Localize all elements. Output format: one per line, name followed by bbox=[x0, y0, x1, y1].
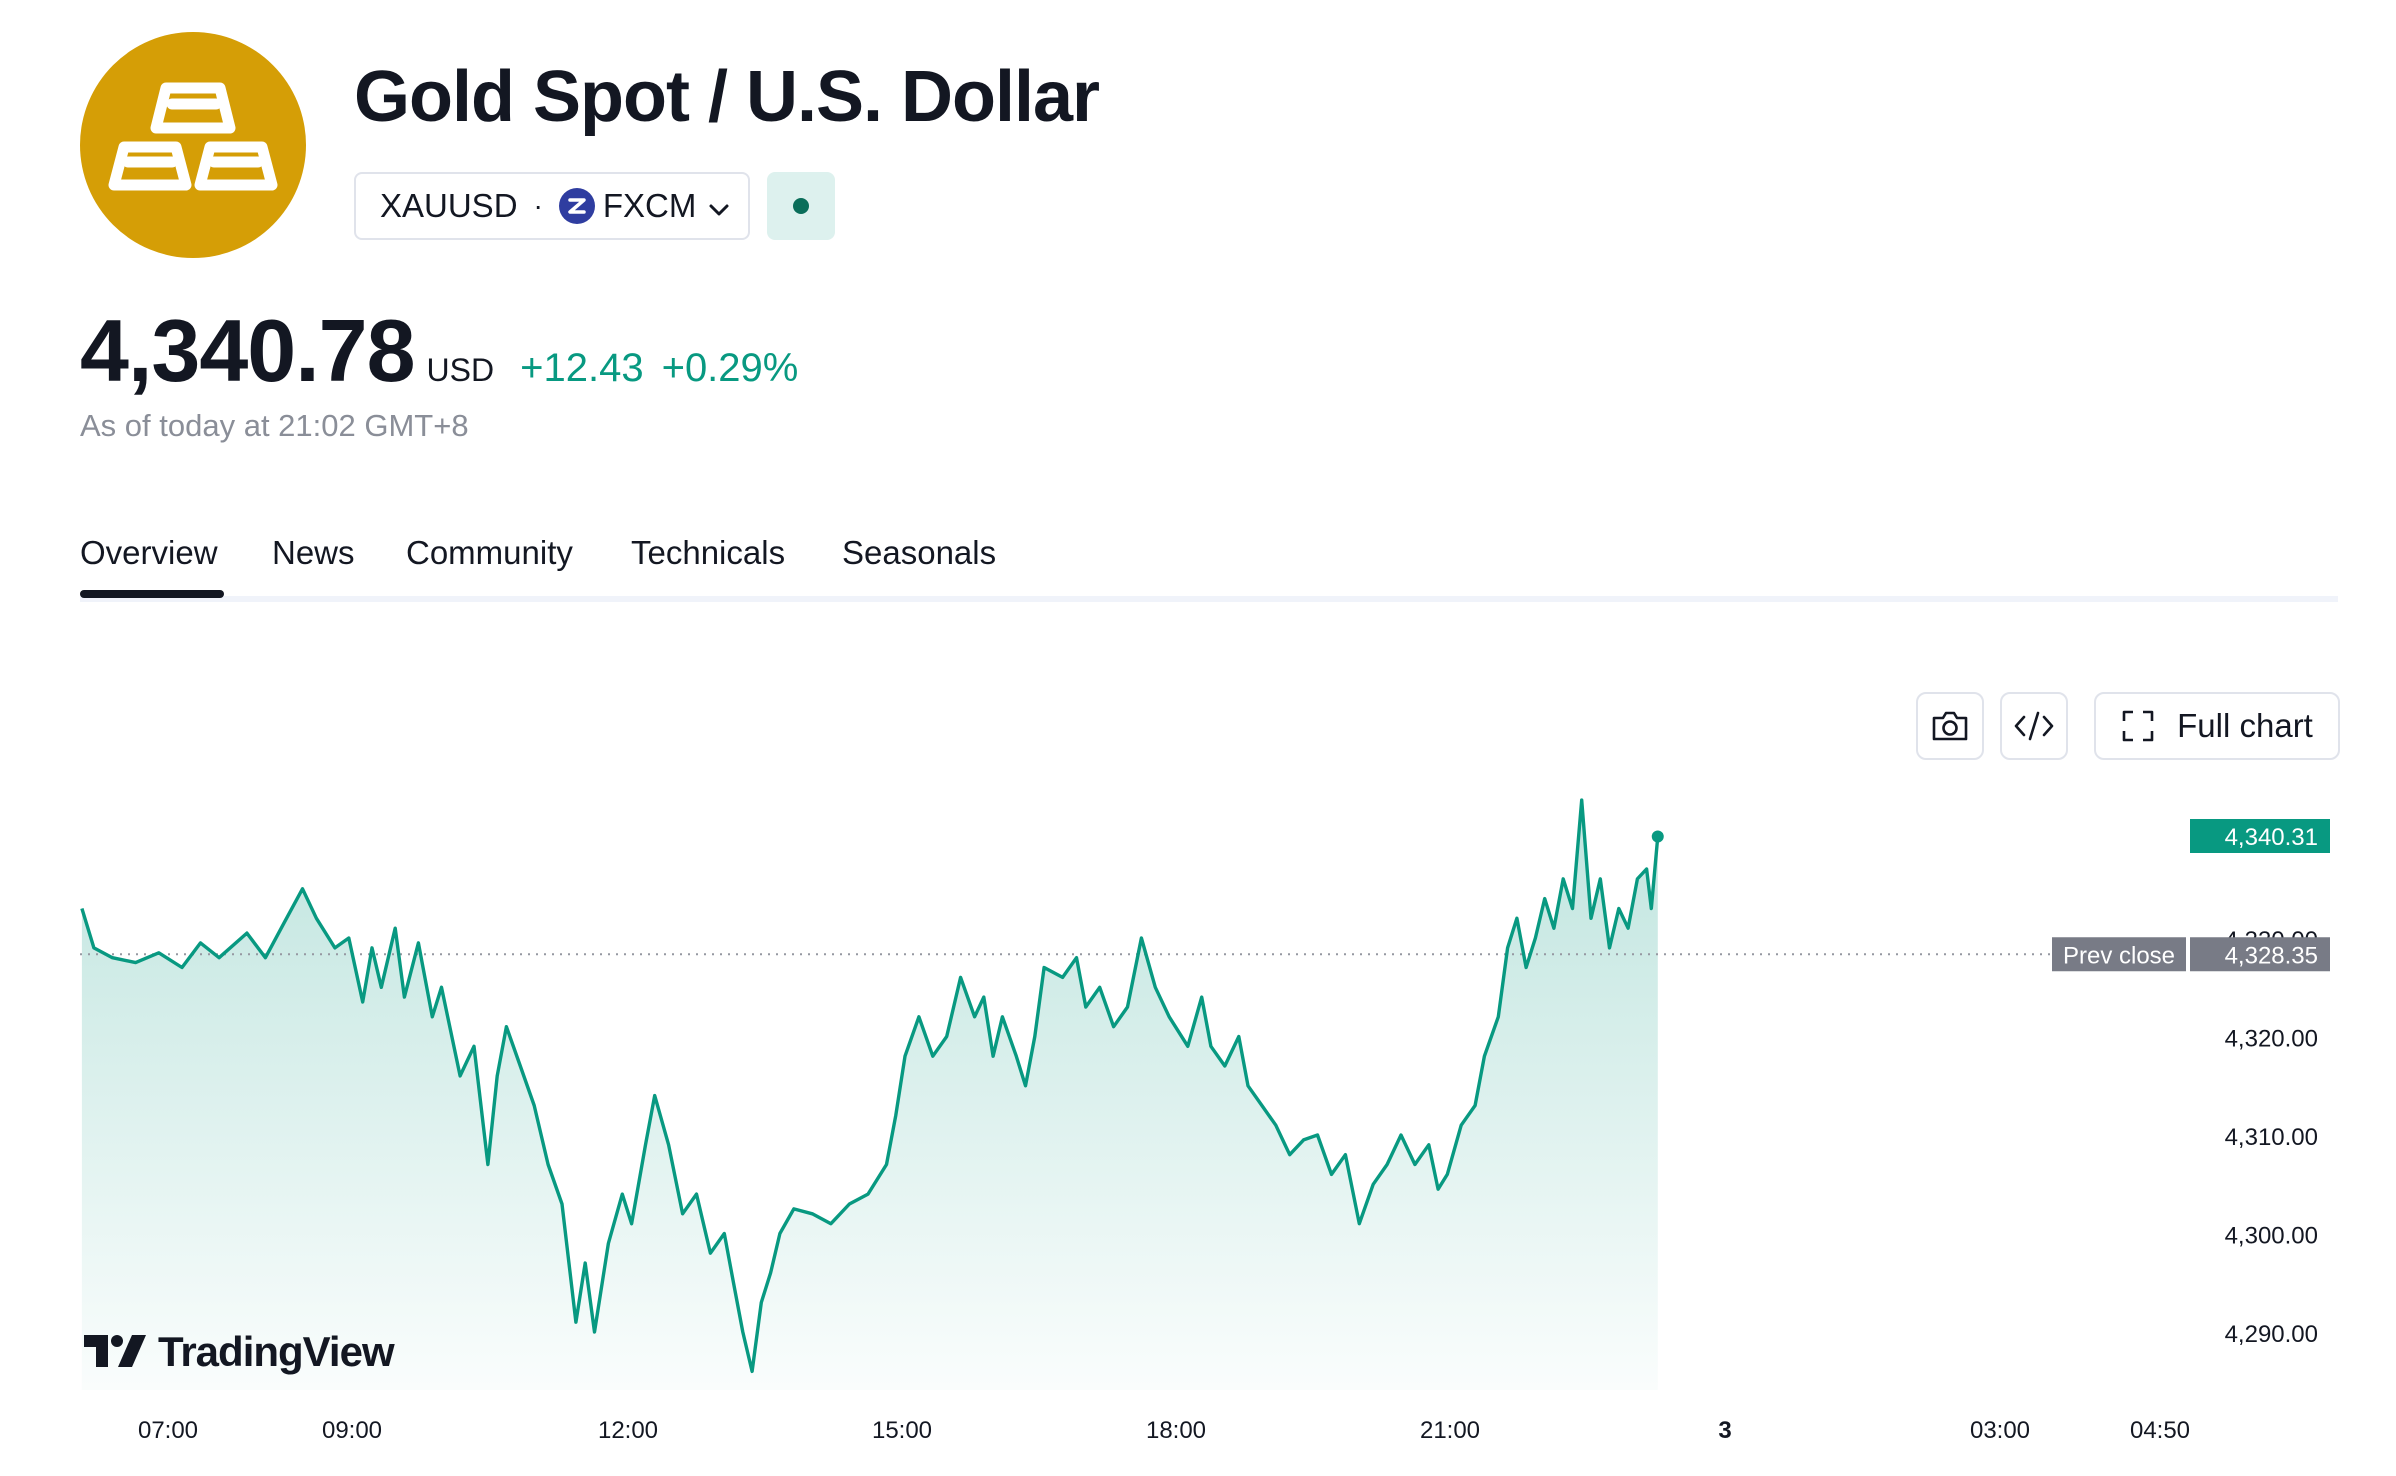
fullscreen-icon bbox=[2122, 710, 2154, 742]
tradingview-icon bbox=[84, 1335, 146, 1367]
full-chart-label: Full chart bbox=[2177, 707, 2313, 744]
tab-community[interactable]: Community bbox=[406, 534, 573, 571]
embed-button[interactable] bbox=[2000, 692, 2068, 760]
x-tick-label: 03:00 bbox=[1970, 1417, 2030, 1444]
tab-bar: Overview News Community Technicals Seaso… bbox=[80, 530, 2338, 602]
y-tick-label: 4,290.00 bbox=[2225, 1321, 2318, 1348]
symbol-exchange-selector[interactable]: XAUUSD · FXCM bbox=[354, 172, 750, 240]
x-tick-label: 12:00 bbox=[598, 1417, 658, 1444]
active-tab-indicator bbox=[80, 590, 224, 598]
x-tick-label: 3 bbox=[1718, 1417, 1731, 1444]
last-price-label: 4,340.31 bbox=[2225, 824, 2318, 851]
prev-close-badge bbox=[2052, 937, 2186, 972]
y-tick-label: 4,310.00 bbox=[2225, 1124, 2318, 1151]
market-open-dot-icon bbox=[793, 198, 809, 214]
tradingview-logo[interactable]: TradingView bbox=[84, 1328, 395, 1376]
tab-overview[interactable]: Overview bbox=[80, 534, 218, 571]
last-price-point bbox=[1651, 830, 1664, 843]
y-tick-label: 4,300.00 bbox=[2225, 1223, 2318, 1250]
last-price-badge bbox=[2190, 819, 2330, 853]
symbol-separator: · bbox=[533, 190, 543, 221]
price-currency: USD bbox=[426, 352, 495, 388]
page-title: Gold Spot / U.S. Dollar bbox=[354, 57, 1100, 137]
gold-bars-icon bbox=[108, 82, 278, 191]
x-tick-label: 09:00 bbox=[322, 1417, 382, 1444]
price-line bbox=[80, 798, 1660, 1374]
tradingview-wordmark: TradingView bbox=[158, 1328, 395, 1375]
x-tick-label: 04:50 bbox=[2130, 1417, 2190, 1444]
prev-close-value: 4,328.35 bbox=[2225, 942, 2318, 969]
y-tick-label: 4,320.00 bbox=[2225, 1026, 2318, 1053]
last-price: 4,340.78 bbox=[80, 301, 416, 400]
tab-news[interactable]: News bbox=[272, 534, 355, 571]
tab-technicals[interactable]: Technicals bbox=[631, 534, 786, 571]
quote-row: 4,340.78 USD +12.43 +0.29% bbox=[80, 300, 798, 402]
x-tick-label: 15:00 bbox=[872, 1417, 932, 1444]
symbol-logo bbox=[80, 32, 306, 258]
quote-timestamp: As of today at 21:02 GMT+8 bbox=[80, 408, 469, 443]
chevron-down-icon bbox=[708, 187, 730, 225]
x-tick-label: 07:00 bbox=[138, 1417, 198, 1444]
fxcm-icon bbox=[558, 188, 595, 224]
snapshot-button[interactable] bbox=[1916, 692, 1984, 760]
price-change: +12.43 bbox=[520, 346, 644, 390]
camera-icon bbox=[1932, 711, 1968, 741]
prev-close-value-badge bbox=[2190, 937, 2330, 972]
price-area-fill bbox=[81, 800, 1658, 1390]
x-tick-label: 21:00 bbox=[1420, 1417, 1480, 1444]
x-tick-label: 18:00 bbox=[1146, 1417, 1206, 1444]
exchange-name: FXCM bbox=[602, 187, 697, 224]
full-chart-button[interactable]: Full chart bbox=[2094, 692, 2340, 760]
code-icon bbox=[2014, 711, 2054, 741]
prev-close-label: Prev close bbox=[2063, 942, 2175, 969]
market-status-button[interactable] bbox=[767, 172, 835, 240]
symbol-name: XAUUSD bbox=[380, 187, 518, 224]
price-change-percent: +0.29% bbox=[661, 346, 799, 390]
tab-seasonals[interactable]: Seasonals bbox=[842, 534, 997, 571]
